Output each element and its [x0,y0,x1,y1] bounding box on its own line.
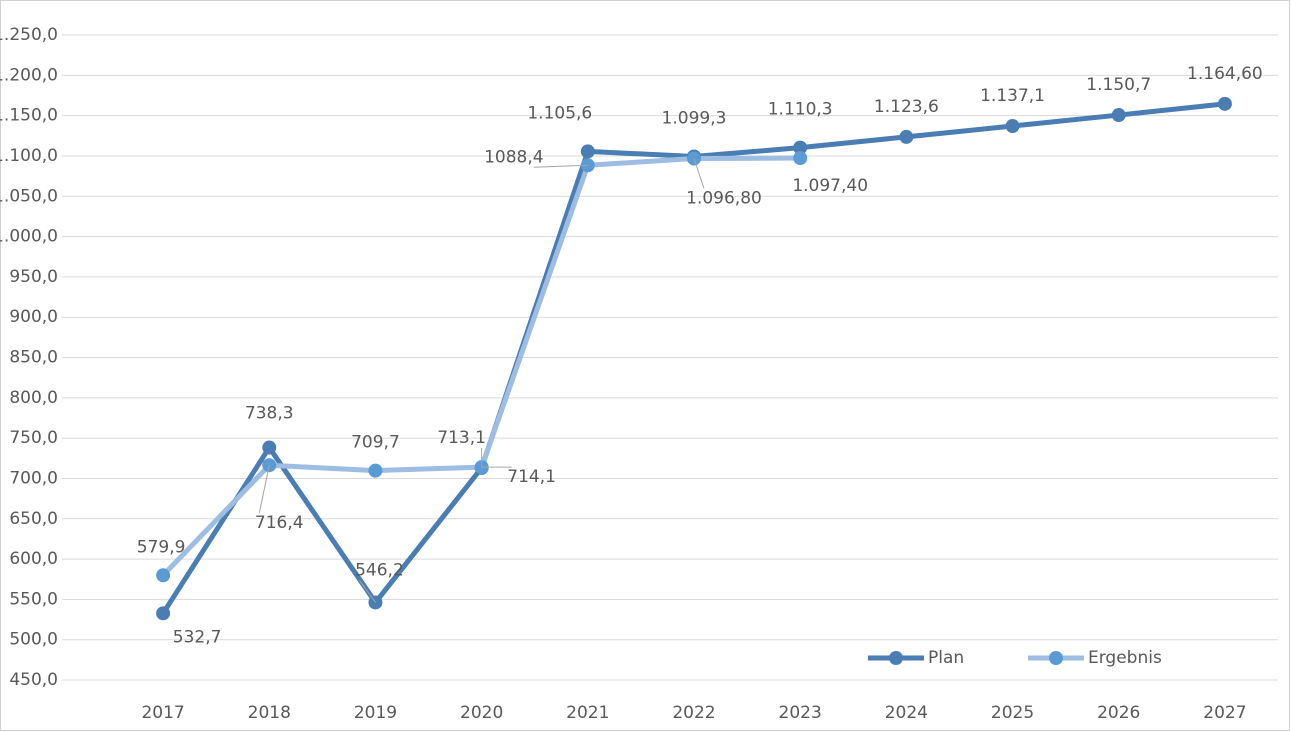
y-tick-label: 550,0 [9,589,58,609]
y-tick-label: 700,0 [9,468,58,488]
y-tick-label: 600,0 [9,549,58,569]
x-tick-label: 2021 [566,703,609,723]
x-tick-label: 2019 [354,703,397,723]
data-label: 714,1 [507,467,556,487]
y-tick-label: 900,0 [9,307,58,327]
y-tick-label: 1.000,0 [0,227,58,247]
series-marker [1111,108,1126,123]
y-tick-label: 1.250,0 [0,25,58,45]
y-tick-label: 450,0 [9,670,58,690]
data-label: 709,7 [351,433,400,453]
data-label: 1.105,6 [527,103,592,123]
leader-line [693,158,705,189]
y-tick-label: 1.100,0 [0,146,58,166]
x-tick-label: 2027 [1203,703,1246,723]
x-tick-label: 2025 [991,703,1034,723]
leader-line [533,164,588,168]
y-tick-label: 1.150,0 [0,106,58,126]
data-label: 1.137,1 [980,86,1045,106]
data-label: 1.110,3 [768,100,833,120]
x-tick-label: 2023 [779,703,822,723]
x-tick-label: 2022 [672,703,715,723]
y-tick-label: 1.050,0 [0,186,58,206]
leader-line [359,580,376,603]
y-tick-label: 750,0 [9,428,58,448]
y-tick-label: 950,0 [9,267,58,287]
data-label: 532,7 [173,627,222,647]
data-label: 546,2 [355,560,404,580]
data-label: 1.123,6 [874,97,939,117]
series-marker [1217,96,1232,111]
data-label: 1088,4 [484,147,543,167]
series-marker [156,568,171,583]
data-label: 738,3 [245,404,294,424]
y-tick-label: 1.200,0 [0,65,58,85]
series-marker [1005,119,1020,134]
series-marker [899,129,914,144]
data-label: 1.164,60 [1187,64,1263,84]
y-tick-label: 800,0 [9,388,58,408]
x-tick-label: 2024 [885,703,928,723]
data-label: 713,1 [437,428,486,448]
x-tick-label: 2020 [460,703,503,723]
data-label: 1.099,3 [662,109,727,129]
legend-label: Ergebnis [1088,648,1162,668]
series-marker [156,606,171,621]
series-marker [262,440,277,455]
data-label: 1.150,7 [1086,75,1151,95]
series-marker [793,151,808,166]
y-tick-label: 650,0 [9,509,58,529]
data-label: 716,4 [255,513,304,533]
legend-marker [889,651,903,665]
data-label: 579,9 [137,537,186,557]
x-tick-label: 2026 [1097,703,1140,723]
x-tick-label: 2018 [248,703,291,723]
series-marker [580,144,595,159]
legend-marker [1049,651,1063,665]
x-tick-label: 2017 [141,703,184,723]
y-tick-label: 500,0 [9,630,58,650]
y-tick-label: 850,0 [9,348,58,368]
series-marker [368,463,383,478]
data-label: 1.097,40 [792,176,868,196]
leader-line [258,465,270,514]
series-marker [793,140,808,155]
data-label: 1.096,80 [686,189,762,209]
legend-label: Plan [928,648,964,668]
